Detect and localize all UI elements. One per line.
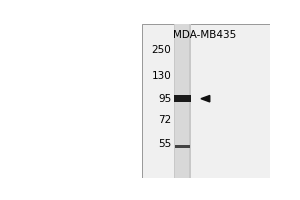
FancyBboxPatch shape xyxy=(38,24,270,178)
FancyBboxPatch shape xyxy=(176,24,189,178)
FancyBboxPatch shape xyxy=(175,145,190,148)
Text: 95: 95 xyxy=(158,94,171,104)
FancyBboxPatch shape xyxy=(173,95,191,102)
Text: 72: 72 xyxy=(158,115,171,125)
FancyBboxPatch shape xyxy=(173,24,191,178)
Text: 130: 130 xyxy=(152,71,171,81)
FancyBboxPatch shape xyxy=(142,24,270,178)
Polygon shape xyxy=(201,95,210,102)
Text: 55: 55 xyxy=(158,139,171,149)
Text: MDA-MB435: MDA-MB435 xyxy=(173,30,236,40)
Text: 250: 250 xyxy=(152,45,171,55)
